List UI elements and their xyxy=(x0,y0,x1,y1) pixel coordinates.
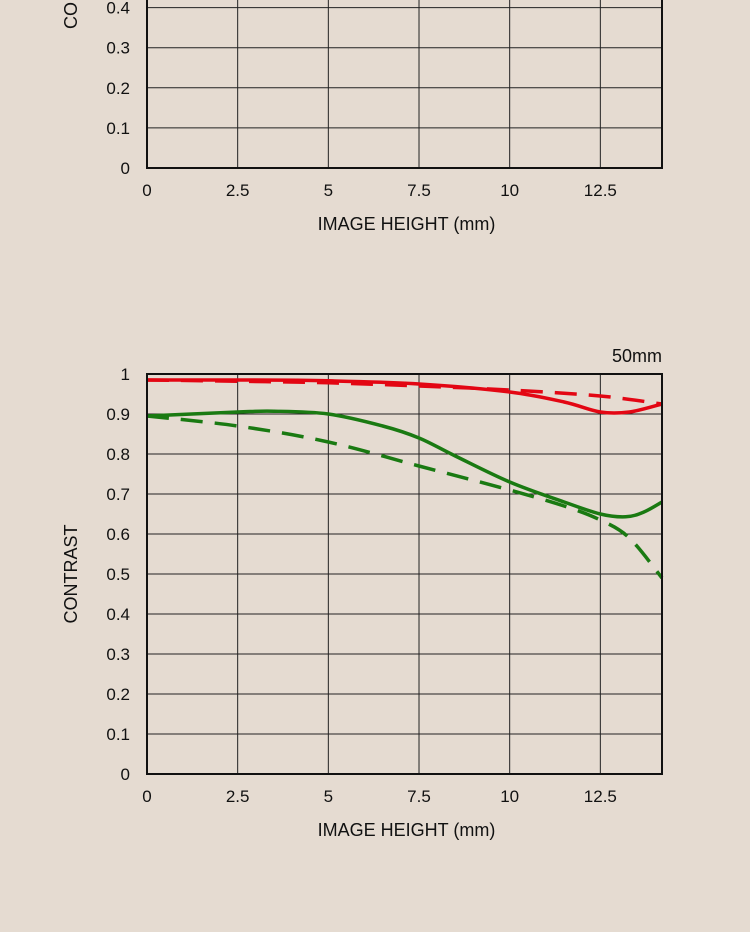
x-tick-label: 5 xyxy=(324,787,333,806)
x-tick-label: 12.5 xyxy=(584,787,617,806)
y-tick-label: 0.2 xyxy=(106,685,130,704)
y-axis-title: CO xyxy=(61,2,81,29)
plot-frame xyxy=(146,373,663,775)
x-tick-label: 5 xyxy=(324,181,333,200)
y-tick-label: 0.3 xyxy=(106,39,130,58)
y-tick-label: 0 xyxy=(121,765,130,784)
x-tick-label: 7.5 xyxy=(407,787,431,806)
y-tick-label: 0.3 xyxy=(106,645,130,664)
plot-frame xyxy=(146,0,663,169)
y-tick-label: 0.1 xyxy=(106,119,130,138)
x-tick-label: 12.5 xyxy=(584,181,617,200)
x-axis-title: IMAGE HEIGHT (mm) xyxy=(318,214,496,234)
y-tick-label: 1 xyxy=(121,365,130,384)
x-axis-title: IMAGE HEIGHT (mm) xyxy=(318,820,496,840)
y-tick-label: 0.5 xyxy=(106,565,130,584)
x-tick-label: 2.5 xyxy=(226,181,250,200)
y-tick-label: 0.2 xyxy=(106,79,130,98)
y-tick-label: 0.7 xyxy=(106,485,130,504)
y-tick-label: 0.4 xyxy=(106,605,130,624)
y-tick-label: 0.1 xyxy=(106,725,130,744)
y-tick-label: 0.9 xyxy=(106,405,130,424)
chart-50mm: 0 0.1 0.2 0.3 0.4 0.5 0.6 0.7 0.8 0.9 1 0 2.5 5 7.5 10… xyxy=(61,346,664,840)
chart-title: 50mm xyxy=(612,346,662,366)
y-axis-title: CONTRAST xyxy=(61,524,81,623)
y-tick-label: 0.4 xyxy=(106,0,130,18)
series-line-green-solid xyxy=(146,409,663,519)
x-tick-label: 10 xyxy=(500,181,519,200)
series-line-green-dashed xyxy=(146,414,664,580)
y-tick-label: 0 xyxy=(121,159,130,178)
y-tick-label: 0.6 xyxy=(106,525,130,544)
x-tick-label: 0 xyxy=(142,181,151,200)
x-tick-label: 2.5 xyxy=(226,787,250,806)
x-tick-label: 10 xyxy=(500,787,519,806)
y-tick-label: 0.8 xyxy=(106,445,130,464)
x-tick-label: 0 xyxy=(142,787,151,806)
chart-top: 0 0.1 0.2 0.3 0.4 0 2.5 5 7.5 10 12.5 IMAGE HEIGH… xyxy=(61,0,663,234)
x-tick-label: 7.5 xyxy=(407,181,431,200)
series-line-red-dashed xyxy=(146,378,663,406)
